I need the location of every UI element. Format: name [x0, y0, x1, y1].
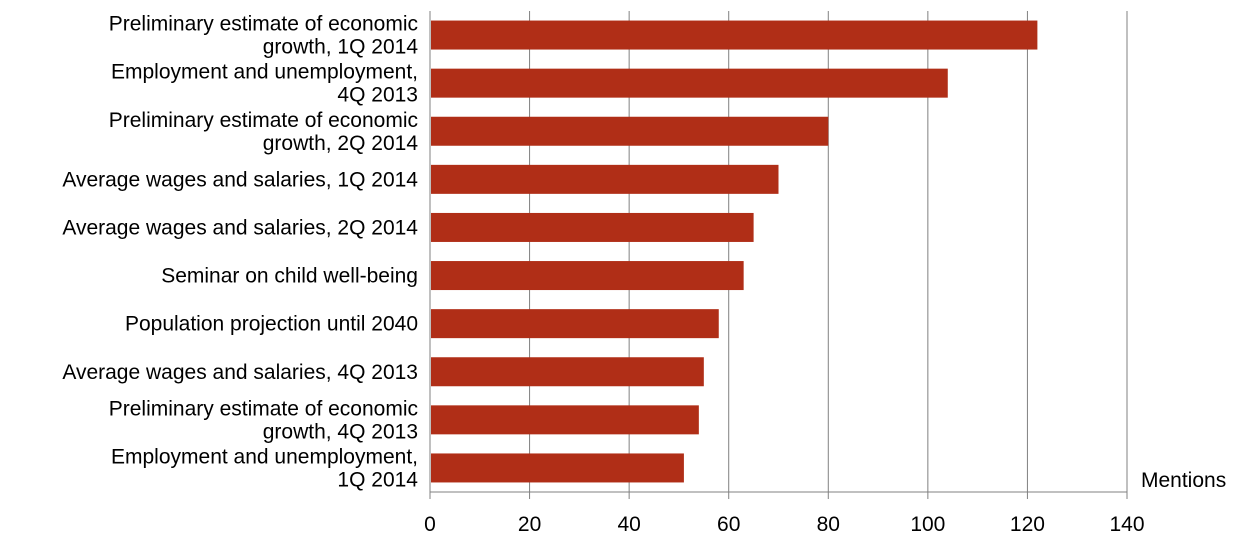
x-tick-label-60: 60: [717, 513, 740, 536]
bar-2: [431, 68, 948, 98]
category-label-1-line-1: Preliminary estimate of economic: [109, 13, 418, 36]
category-label-2-line-1: Employment and unemployment,: [111, 61, 418, 84]
bar-7: [431, 309, 719, 339]
category-label-10-line-1: Employment and unemployment,: [111, 445, 418, 468]
category-label-4-line-1: Average wages and salaries, 1Q 2014: [62, 168, 418, 191]
x-tick-label-120: 120: [1010, 513, 1045, 536]
bars: [431, 20, 1038, 483]
category-label-3-line-1: Preliminary estimate of economic: [109, 109, 418, 132]
bar-8: [431, 357, 704, 387]
x-tick-label-40: 40: [617, 513, 640, 536]
x-tick-label-100: 100: [910, 513, 945, 536]
x-tick-label-0: 0: [424, 513, 436, 536]
bar-1: [431, 20, 1038, 50]
axes: [429, 11, 1128, 499]
bar-10: [431, 453, 684, 483]
category-label-9-line-2: growth, 4Q 2013: [263, 420, 418, 443]
category-label-6-line-1: Seminar on child well-being: [161, 265, 418, 288]
bar-5: [431, 212, 754, 242]
bar-4: [431, 164, 779, 194]
category-label-5-line-1: Average wages and salaries, 2Q 2014: [62, 216, 418, 239]
bar-9: [431, 405, 699, 435]
category-label-10-line-2: 1Q 2014: [337, 468, 418, 491]
x-tick-label-140: 140: [1109, 513, 1144, 536]
category-label-2-line-2: 4Q 2013: [337, 84, 418, 107]
x-tick-label-20: 20: [518, 513, 541, 536]
bar-3: [431, 116, 829, 146]
x-tick-label-80: 80: [817, 513, 840, 536]
bar-6: [431, 261, 744, 291]
category-label-1-line-2: growth, 1Q 2014: [263, 36, 419, 59]
category-label-9-line-1: Preliminary estimate of economic: [109, 397, 418, 420]
category-label-7-line-1: Population projection until 2040: [125, 313, 418, 336]
category-label-3-line-2: growth, 2Q 2014: [263, 132, 419, 155]
category-labels: Preliminary estimate of economicgrowth, …: [62, 13, 418, 492]
category-label-8-line-1: Average wages and salaries, 4Q 2013: [62, 361, 418, 384]
x-axis-unit-label: Mentions: [1141, 469, 1226, 492]
x-tick-labels: 0 20 40 60 80 100 120 140: [424, 513, 1144, 536]
